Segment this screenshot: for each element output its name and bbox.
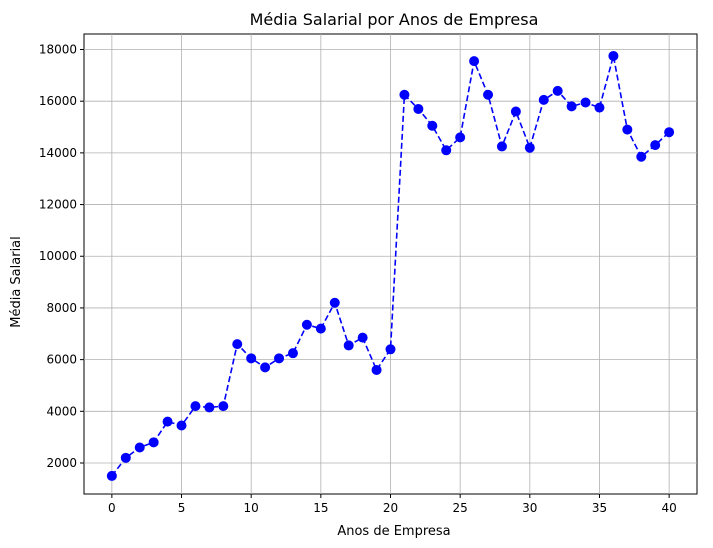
x-tick-label: 10 xyxy=(244,501,259,515)
data-point xyxy=(287,348,298,359)
data-point xyxy=(538,94,549,105)
data-point xyxy=(148,437,159,448)
y-axis-label: Média Salarial xyxy=(9,236,24,328)
x-tick-label: 40 xyxy=(661,501,676,515)
grid-lines xyxy=(84,34,697,494)
x-tick-label: 0 xyxy=(108,501,116,515)
data-point xyxy=(608,50,619,61)
data-point xyxy=(106,470,117,481)
data-point xyxy=(524,142,535,153)
data-point xyxy=(246,353,257,364)
data-point xyxy=(399,89,410,100)
data-point xyxy=(385,344,396,355)
data-point xyxy=(274,353,285,364)
data-point xyxy=(343,340,354,351)
data-point xyxy=(552,85,563,96)
x-tick-label: 25 xyxy=(453,501,468,515)
data-point xyxy=(204,402,215,413)
data-point xyxy=(190,401,201,412)
data-point xyxy=(134,442,145,453)
y-tick-label: 18000 xyxy=(39,43,77,57)
y-axis: 2000 4000 6000 8000 10000 12000 14000 16000 1800… xyxy=(39,43,84,470)
data-point xyxy=(566,101,577,112)
data-point xyxy=(357,332,368,343)
y-tick-label: 4000 xyxy=(46,404,77,418)
data-point xyxy=(483,89,494,100)
y-tick-label: 16000 xyxy=(39,94,77,108)
data-point xyxy=(162,416,173,427)
data-point xyxy=(580,97,591,108)
data-point xyxy=(329,297,340,308)
x-axis-label: Anos de Empresa xyxy=(337,524,450,539)
y-tick-label: 8000 xyxy=(46,301,77,315)
data-point xyxy=(622,124,633,135)
x-tick-label: 20 xyxy=(383,501,398,515)
chart-title: Média Salarial por Anos de Empresa xyxy=(250,10,539,29)
x-tick-label: 35 xyxy=(592,501,607,515)
x-axis: 0 5 10 15 20 25 30 35 40 xyxy=(108,494,677,515)
data-point xyxy=(120,452,131,463)
x-tick-label: 15 xyxy=(313,501,328,515)
y-tick-label: 2000 xyxy=(46,456,77,470)
data-point xyxy=(301,319,312,330)
x-tick-label: 30 xyxy=(522,501,537,515)
data-point xyxy=(594,102,605,113)
data-point xyxy=(218,401,229,412)
data-point xyxy=(315,323,326,334)
data-point xyxy=(232,339,243,350)
data-point xyxy=(427,120,438,131)
data-point xyxy=(260,362,271,373)
y-tick-label: 12000 xyxy=(39,198,77,212)
data-point xyxy=(176,420,187,431)
data-point xyxy=(510,106,521,117)
data-point xyxy=(650,140,661,151)
y-tick-label: 14000 xyxy=(39,146,77,160)
y-tick-label: 10000 xyxy=(39,249,77,263)
x-tick-label: 5 xyxy=(178,501,186,515)
data-point xyxy=(496,141,507,152)
data-point xyxy=(413,103,424,114)
data-point xyxy=(371,364,382,375)
data-point xyxy=(469,56,480,67)
series-layer xyxy=(106,50,675,481)
data-point xyxy=(664,127,675,138)
data-point xyxy=(636,151,647,162)
y-tick-label: 6000 xyxy=(46,353,77,367)
data-point xyxy=(455,132,466,143)
data-point xyxy=(441,145,452,156)
